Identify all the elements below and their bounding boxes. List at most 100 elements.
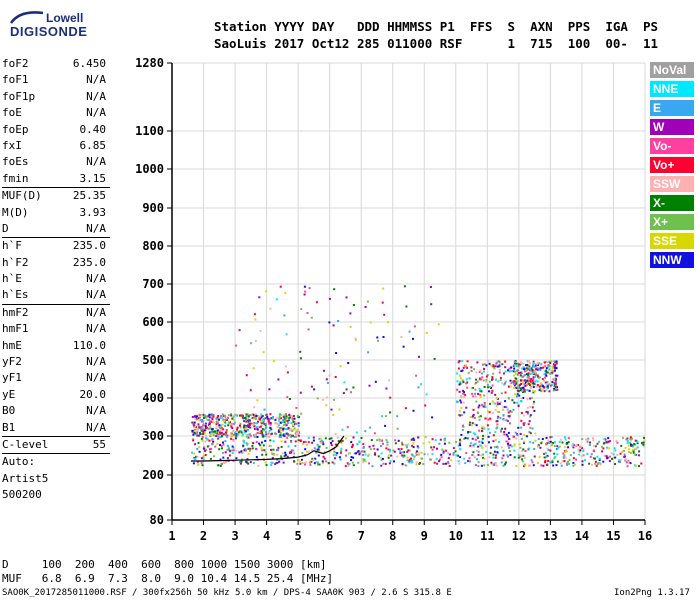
echo-point [286, 436, 289, 439]
echo-point [497, 360, 500, 363]
echo-point [546, 463, 549, 466]
echo-point [487, 435, 490, 438]
echo-point [467, 431, 470, 433]
echo-point [486, 410, 489, 413]
echo-point [544, 373, 547, 376]
param-name: foEs [2, 155, 29, 169]
echo-point [530, 367, 533, 370]
echo-point [227, 420, 230, 423]
echo-point [461, 379, 464, 382]
echo-point [229, 454, 231, 457]
echo-point [399, 452, 402, 455]
echo-point [499, 377, 502, 380]
echo-point [247, 417, 250, 420]
echo-point [540, 363, 543, 366]
echo-point [444, 437, 446, 440]
echo-point [541, 378, 544, 381]
echo-point [539, 382, 542, 385]
echo-point [513, 443, 516, 446]
echo-point [234, 413, 236, 416]
echo-point [598, 457, 601, 460]
echo-point [318, 445, 321, 448]
echo-point [545, 383, 548, 385]
echo-point [284, 451, 287, 454]
echo-point [285, 413, 287, 416]
echo-point [483, 386, 486, 388]
echo-point [440, 453, 443, 456]
echo-point [545, 367, 548, 370]
echo-point [282, 434, 285, 437]
echo-point [524, 388, 527, 391]
echo-point [262, 444, 265, 447]
echo-point [430, 303, 433, 306]
y-tick-label: 80 [150, 513, 164, 527]
echo-point [524, 450, 527, 452]
param-separator [2, 453, 110, 455]
echo-point [319, 437, 322, 440]
echo-point [293, 435, 296, 438]
echo-point [531, 427, 534, 430]
echo-point [488, 441, 490, 444]
echo-point [346, 426, 349, 429]
echo-point [459, 447, 462, 450]
echo-point [533, 448, 536, 450]
echo-point [535, 368, 538, 371]
echo-point [494, 408, 497, 411]
echo-point [505, 461, 507, 464]
echo-point [421, 457, 424, 460]
echo-point [255, 426, 258, 429]
echo-point [364, 453, 367, 456]
echo-point [544, 376, 547, 379]
echo-point [459, 438, 461, 441]
echo-point [268, 421, 271, 424]
echo-point [288, 418, 291, 421]
echo-point [607, 437, 610, 440]
echo-point [528, 382, 530, 385]
echo-point [318, 450, 321, 453]
echo-point [472, 445, 475, 448]
echo-point [625, 458, 627, 461]
echo-point [194, 429, 197, 432]
echo-point [541, 383, 544, 386]
echo-point [232, 415, 235, 418]
legend: NoVal NNE E W Vo- Vo+ SSW X- X+ SSE NNW [650, 62, 694, 271]
echo-point [488, 456, 491, 459]
echo-point [462, 424, 464, 427]
echo-point [499, 401, 502, 404]
echo-point [548, 365, 551, 367]
echo-point [549, 436, 552, 439]
echo-point [532, 390, 534, 393]
echo-point [206, 445, 209, 448]
echo-point [599, 463, 602, 466]
echo-point [550, 360, 553, 363]
echo-point [469, 431, 472, 434]
echo-point [317, 463, 319, 466]
echo-point [631, 437, 633, 440]
echo-point [373, 447, 376, 450]
echo-point [205, 448, 208, 451]
echo-point [260, 413, 263, 416]
echo-point [272, 440, 275, 443]
echo-point [420, 383, 423, 386]
echo-point [215, 423, 218, 426]
echo-point [338, 408, 341, 411]
echo-point [351, 446, 353, 449]
echo-point [402, 456, 405, 458]
echo-point [279, 429, 282, 432]
echo-point [532, 378, 535, 381]
echo-point [281, 452, 284, 455]
echo-point [572, 461, 575, 464]
echo-point [538, 385, 541, 388]
echo-point [526, 364, 529, 366]
echo-point [245, 374, 248, 377]
echo-point [204, 449, 207, 452]
param-row: hmE 110.0 [2, 338, 110, 354]
echo-point [307, 328, 310, 331]
echo-point [265, 433, 268, 436]
echo-point [194, 415, 197, 418]
echo-point [209, 420, 212, 423]
param-value: 3.93 [79, 205, 107, 219]
param-separator [2, 237, 110, 239]
echo-point [593, 445, 596, 447]
echo-point [281, 426, 284, 429]
